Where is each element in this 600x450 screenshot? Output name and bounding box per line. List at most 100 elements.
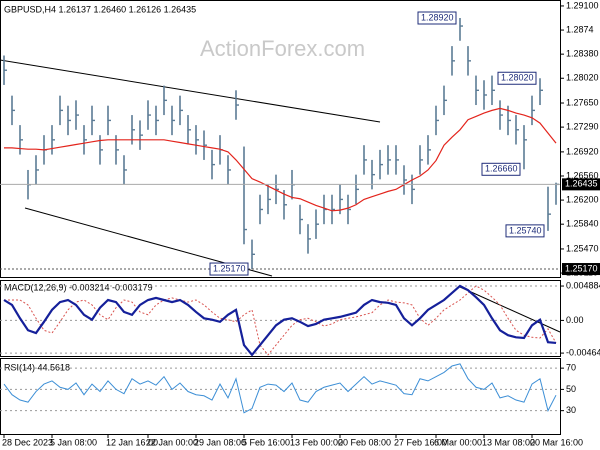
price-bar	[379, 149, 383, 180]
annotation-box	[481, 162, 521, 176]
price-bar	[451, 46, 455, 76]
level-box	[562, 263, 600, 276]
price-bar	[283, 190, 287, 220]
last-price-box	[562, 178, 600, 191]
x-tick-label: 28 Dec 2023	[2, 437, 53, 447]
annotation-box	[505, 224, 545, 238]
channel-upper	[0, 59, 381, 123]
rsi-title: RSI(14) 44.5618	[4, 362, 70, 372]
y-tick-label: 30	[566, 405, 576, 415]
x-tick-label: 20 Mar 16:00	[530, 437, 583, 447]
x-tick-label: 5 Jan 08:00	[50, 437, 97, 447]
price-bar	[243, 146, 247, 245]
x-tick-label: 12 Jan 16:00	[106, 437, 158, 447]
price-bar	[427, 135, 431, 165]
price-bar	[11, 95, 15, 126]
last-price-label: 1.26435	[565, 179, 598, 189]
price-bar	[179, 95, 183, 126]
rsi-line	[3, 363, 557, 414]
macd-trendline	[459, 286, 561, 333]
macd-line	[3, 284, 557, 357]
price-bar	[235, 90, 239, 120]
price-bar	[467, 46, 471, 76]
price-bar	[475, 75, 479, 106]
x-tick-label: 20 Feb 08:00	[338, 437, 391, 447]
x-tick-label: 6 Mar 00:00	[434, 437, 482, 447]
x-tick-label: 22 Jan 00:00	[146, 437, 198, 447]
price-bar	[203, 130, 207, 160]
y-tick-label: 1.27650	[566, 97, 599, 107]
level-label: 1.25170	[565, 263, 598, 273]
price-bar	[499, 100, 503, 130]
price-bar	[347, 194, 351, 225]
chart-title: GBPUSD,H4 1.26137 1.26460 1.26126 1.2643…	[4, 4, 196, 14]
macd-title: MACD(12,26,9) -0.003214 -0.003179	[4, 282, 153, 292]
price-bar	[19, 125, 23, 155]
rsi-panel	[0, 358, 561, 435]
y-tick-label: 0.00	[566, 315, 584, 325]
y-tick-label: 1.29100	[566, 0, 599, 10]
price-bar	[443, 85, 447, 116]
price-bar	[483, 80, 487, 110]
macd-panel	[0, 280, 561, 357]
y-tick-label: 1.28380	[566, 49, 599, 59]
y-tick-label: 1.2874	[566, 24, 594, 34]
y-tick-label: 1.25840	[566, 219, 599, 229]
y-tick-label: -0.004645	[566, 347, 600, 357]
price-bar	[491, 75, 495, 106]
annotation-label: 1.26660	[485, 164, 518, 174]
price-bar	[339, 184, 343, 215]
price-bar	[91, 105, 95, 136]
price-bar	[187, 115, 191, 145]
price-bar	[387, 145, 391, 175]
price-bar	[67, 105, 71, 136]
y-tick-label: 70	[566, 363, 576, 373]
y-tick-label: 0.004884	[566, 280, 600, 290]
price-bar	[315, 209, 319, 239]
price-bar	[147, 100, 151, 130]
price-bar	[35, 155, 39, 185]
price-bar	[435, 105, 439, 136]
y-tick-label: 1.27290	[566, 121, 599, 131]
annotation-box	[417, 11, 457, 25]
watermark: ActionForex.com	[200, 36, 365, 61]
price-bar	[227, 155, 231, 185]
price-bar	[139, 120, 143, 150]
price-bar	[531, 95, 535, 126]
price-bar	[259, 194, 263, 225]
price-bar	[363, 145, 367, 175]
annotation-label: 1.28920	[421, 12, 454, 22]
price-bar	[107, 105, 111, 136]
y-tick-label: 1.26200	[566, 194, 599, 204]
price-bar	[547, 186, 551, 231]
y-tick-label: 1.28020	[566, 73, 599, 83]
price-bar	[515, 115, 519, 145]
annotation-box	[497, 71, 537, 85]
x-tick-label: 27 Feb 16:00	[394, 437, 447, 447]
price-bar	[3, 55, 7, 85]
y-tick-label: 1.26560	[566, 170, 599, 180]
price-bar	[539, 78, 543, 106]
price-bar	[523, 125, 527, 170]
x-tick-label: 29 Jan 08:00	[194, 437, 246, 447]
price-bar	[59, 95, 63, 126]
x-tick-label: 13 Mar 08:00	[482, 437, 535, 447]
price-bar	[211, 149, 215, 180]
annotation-label: 1.25170	[213, 263, 246, 273]
price-bar	[299, 204, 303, 235]
price-bar	[267, 184, 271, 215]
y-tick-label: 1.25470	[566, 243, 599, 253]
price-bar	[419, 145, 423, 175]
price-bar	[355, 174, 359, 205]
y-tick-label: 50	[566, 384, 576, 394]
price-bar	[251, 239, 255, 270]
price-bar	[395, 145, 399, 175]
moving-average	[4, 107, 557, 212]
annotation-box	[209, 262, 249, 276]
price-bar	[459, 18, 463, 41]
price-bar	[51, 125, 55, 155]
annotation-label: 1.25740	[509, 225, 542, 235]
y-tick-label: 1.26920	[566, 146, 599, 156]
price-bar	[331, 194, 335, 225]
